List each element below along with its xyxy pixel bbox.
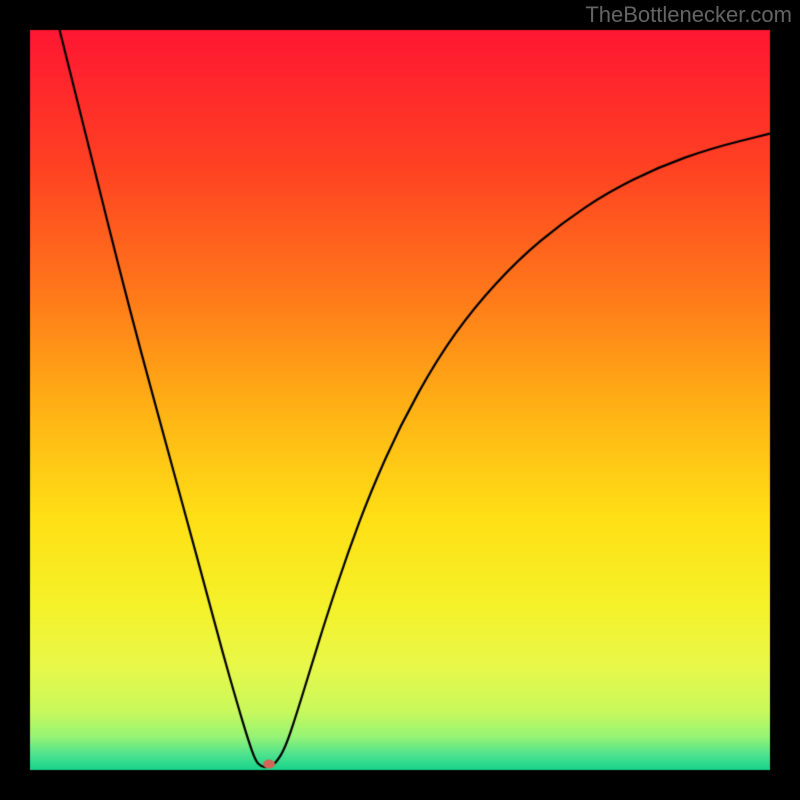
bottleneck-chart-canvas [0,0,800,800]
watermark-text: TheBottlenecker.com [585,2,792,28]
chart-stage: TheBottlenecker.com [0,0,800,800]
